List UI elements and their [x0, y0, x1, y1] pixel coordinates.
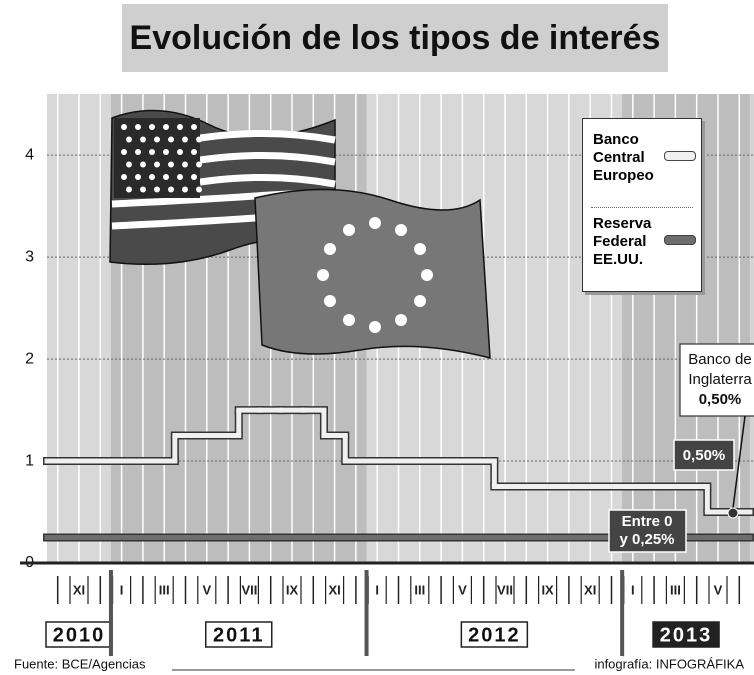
legend-label: Banco Central Europeo	[593, 131, 655, 185]
star	[317, 269, 329, 281]
star	[154, 187, 160, 193]
star	[191, 149, 197, 155]
star	[182, 137, 188, 143]
star	[369, 321, 381, 333]
star	[121, 174, 127, 180]
annotation-fed: y 0,25%	[619, 531, 674, 548]
star	[149, 174, 155, 180]
star	[121, 149, 127, 155]
x-tick-label: V	[458, 582, 467, 597]
star	[135, 149, 141, 155]
star	[191, 174, 197, 180]
legend-swatch	[664, 235, 696, 245]
star	[414, 295, 426, 307]
star	[140, 187, 146, 193]
year-label: 2012	[468, 624, 521, 646]
year-label: 2010	[53, 624, 106, 646]
legend: Banco Central Europeo Reserva Federal EE…	[582, 118, 702, 292]
star	[324, 295, 336, 307]
x-tick-label: XI	[73, 582, 85, 597]
year-label: 2011	[213, 624, 264, 646]
year-label: 2013	[660, 624, 713, 646]
x-tick-label: I	[375, 582, 379, 597]
x-tick-label: IX	[541, 582, 554, 597]
star	[421, 269, 433, 281]
star	[140, 162, 146, 168]
star	[182, 162, 188, 168]
star	[177, 124, 183, 130]
star	[126, 187, 132, 193]
star	[395, 224, 407, 236]
credit: infografía: INFOGRÁFIKA	[594, 656, 744, 671]
star	[168, 187, 174, 193]
page: Evolución de los tipos de interés 01234X…	[0, 0, 754, 675]
star	[135, 174, 141, 180]
x-tick-label: XI	[584, 582, 596, 597]
annotation-boe: Inglaterra	[688, 371, 752, 388]
star	[177, 149, 183, 155]
annotation-boe: Banco de	[688, 351, 751, 368]
chart-title: Evolución de los tipos de interés	[130, 19, 661, 57]
legend-label: Reserva Federal EE.UU.	[593, 215, 655, 269]
legend-divider	[591, 207, 693, 208]
legend-item: Banco Central Europeo	[593, 131, 698, 185]
star	[182, 187, 188, 193]
x-tick-label: VII	[497, 582, 513, 597]
star	[121, 124, 127, 130]
star	[196, 187, 202, 193]
y-tick-label: 2	[25, 350, 34, 367]
star	[369, 217, 381, 229]
annotation-boe: 0,50%	[699, 391, 742, 408]
us-canton	[114, 118, 200, 198]
star	[154, 137, 160, 143]
chart: Evolución de los tipos de interés 01234X…	[0, 0, 754, 675]
annotation-fed: Entre 0	[622, 513, 673, 530]
y-tick-label: 3	[25, 248, 34, 265]
star	[343, 224, 355, 236]
star	[126, 162, 132, 168]
x-tick-label: I	[631, 582, 635, 597]
star	[149, 149, 155, 155]
star	[177, 174, 183, 180]
star	[191, 124, 197, 130]
x-tick-label: III	[414, 582, 425, 597]
star	[196, 162, 202, 168]
star	[135, 124, 141, 130]
star	[126, 137, 132, 143]
annotation-ecb: 0,50%	[683, 447, 726, 464]
x-tick-label: V	[202, 582, 211, 597]
star	[343, 314, 355, 326]
star	[140, 137, 146, 143]
x-tick-label: I	[120, 582, 124, 597]
eu-flag	[255, 189, 490, 358]
source: Fuente: BCE/Agencias	[14, 656, 146, 671]
y-tick-label: 4	[25, 146, 34, 163]
star	[168, 162, 174, 168]
x-tick-label: V	[714, 582, 723, 597]
x-tick-label: III	[159, 582, 170, 597]
star	[163, 174, 169, 180]
legend-item: Reserva Federal EE.UU.	[593, 215, 698, 269]
star	[163, 124, 169, 130]
x-tick-label: XI	[328, 582, 340, 597]
star	[196, 137, 202, 143]
annotation-point	[728, 508, 738, 518]
star	[168, 137, 174, 143]
x-tick-label: VII	[241, 582, 257, 597]
x-tick-label: IX	[286, 582, 299, 597]
star	[154, 162, 160, 168]
star	[149, 124, 155, 130]
star	[324, 243, 336, 255]
y-tick-label: 1	[25, 452, 34, 469]
star	[395, 314, 407, 326]
x-tick-label: III	[670, 582, 681, 597]
star	[163, 149, 169, 155]
star	[414, 243, 426, 255]
legend-swatch	[664, 151, 696, 161]
